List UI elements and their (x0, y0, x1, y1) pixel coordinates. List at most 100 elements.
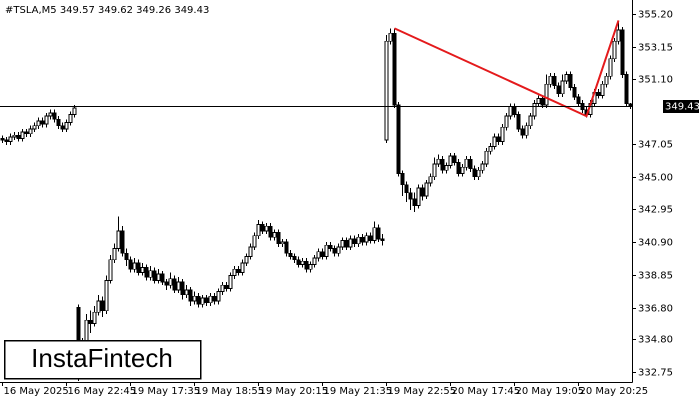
candle-body (436, 158, 441, 165)
candle-body (444, 165, 449, 171)
candle-body (400, 173, 405, 186)
candle-body (464, 158, 469, 168)
header: #TSLA,M5 349.57 349.62 349.26 349.43 (5, 5, 209, 16)
candle-body (364, 235, 369, 243)
candle-body (228, 275, 233, 289)
candle-body (272, 232, 277, 238)
candle-body (56, 118, 61, 127)
candle-body (32, 125, 37, 130)
candle-body (484, 150, 489, 165)
x-tick-label: 19 May 22:55 (388, 386, 457, 397)
candle-body (536, 98, 541, 104)
candle-body (564, 74, 569, 82)
y-tick-label: 340.90 (638, 238, 673, 249)
candle-body (396, 104, 401, 174)
candle-body (296, 259, 301, 265)
candle-body (120, 230, 125, 254)
candle-body (208, 295, 213, 304)
candle-body (548, 75, 553, 85)
candle-body (100, 300, 105, 312)
candle-body (308, 264, 313, 270)
candle-body (212, 295, 217, 302)
candle-body (240, 262, 245, 273)
candle-body (516, 114, 521, 130)
y-tick-label: 347.05 (638, 140, 673, 151)
x-tick-label: 20 May 20:25 (580, 386, 649, 397)
y-tick-label: 342.95 (638, 205, 673, 216)
candle-body (320, 251, 325, 257)
candle-body (496, 136, 501, 143)
candle-body (64, 122, 69, 130)
candle-body (544, 83, 549, 106)
candle-body (292, 256, 297, 261)
candle-body (480, 163, 485, 171)
x-tick-label: 16 May 2025 (4, 386, 69, 397)
x-tick-label: 19 May 21:35 (324, 386, 393, 397)
candle-body (476, 169, 481, 178)
candle-body (160, 273, 165, 283)
candle-body (68, 114, 73, 123)
candle-body (192, 295, 197, 302)
candle-body (124, 252, 129, 261)
candle-body (552, 75, 557, 87)
candle-body (452, 155, 457, 163)
candle-body (324, 244, 329, 257)
candle-body (112, 248, 117, 261)
candle-body (424, 182, 429, 197)
candle-body (344, 240, 349, 248)
candle-body (184, 289, 189, 296)
candle-body (152, 270, 157, 281)
candle-body (196, 295, 201, 305)
candle-body (500, 126, 505, 143)
candle-body (144, 267, 149, 278)
candle-body (560, 80, 565, 95)
candle-body (16, 134, 21, 139)
candle-body (36, 120, 41, 127)
candle-body (116, 230, 121, 249)
candle-body (164, 281, 169, 286)
candle-body (392, 32, 397, 106)
x-tick-label: 19 May 17:35 (132, 386, 201, 397)
candle-body (628, 103, 633, 107)
candle-body (60, 125, 65, 130)
x-tick-label: 16 May 22:45 (68, 386, 137, 397)
candle-body (4, 139, 9, 143)
logo-box (3, 339, 202, 380)
candle-body (236, 268, 241, 273)
candle-body (28, 128, 33, 135)
candle-body (348, 238, 353, 248)
candle-body (316, 251, 321, 259)
candle-body (532, 102, 537, 117)
y-tick-label: 355.20 (638, 10, 673, 21)
candle-body (136, 262, 141, 273)
y-tick-label: 351.10 (638, 75, 673, 86)
candle-body (340, 240, 345, 248)
candle-body (428, 176, 433, 184)
candle-body (148, 270, 153, 278)
candle-body (264, 225, 269, 232)
candle-body (72, 107, 77, 115)
candle-body (200, 297, 205, 305)
candle-body (44, 115, 49, 125)
candle-body (620, 29, 625, 76)
candle-body (608, 58, 613, 77)
candle-body (260, 224, 265, 232)
candle-body (108, 259, 113, 281)
candle-body (412, 198, 417, 206)
candle-body (88, 319, 93, 324)
candle-body (504, 115, 509, 128)
candle-body (128, 259, 133, 270)
candle-body (304, 260, 309, 270)
candle-body (600, 83, 605, 96)
candle-body (312, 257, 317, 265)
candle-body (332, 248, 337, 254)
last-price-label: 349.43 (665, 102, 700, 113)
pattern-line (394, 20, 620, 118)
candle-body (268, 225, 273, 238)
candle-body (356, 236, 361, 245)
candle-body (276, 232, 281, 245)
candle-body (624, 74, 629, 105)
candle-body (220, 284, 225, 292)
candle-body (140, 267, 145, 273)
logo: InstaFintech (31, 343, 173, 373)
